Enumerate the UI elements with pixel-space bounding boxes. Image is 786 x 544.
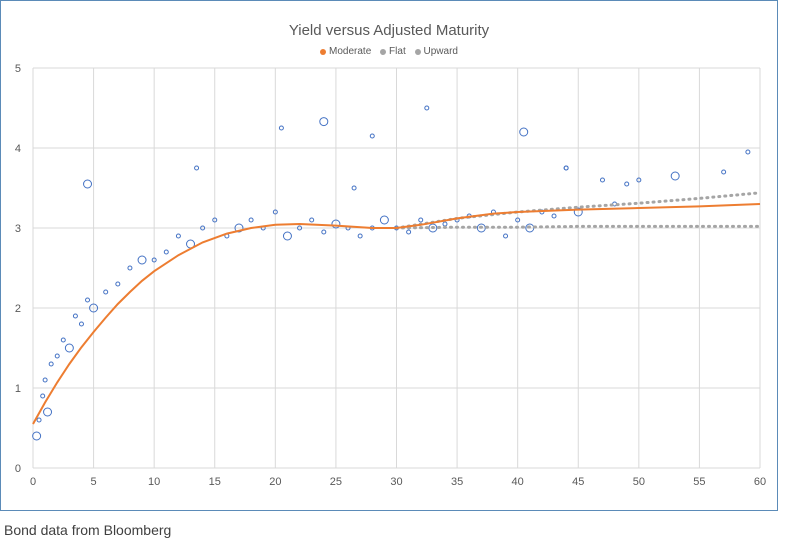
scatter-point: [78, 321, 84, 327]
legend-item-upward: Upward: [414, 46, 458, 57]
scatter-point: [32, 431, 42, 441]
x-tick-label: 10: [148, 476, 160, 488]
scatter-point: [563, 165, 569, 171]
legend-label-flat: Flat: [389, 46, 406, 57]
scatter-point: [234, 223, 244, 233]
scatter-point: [137, 255, 147, 265]
scatter-point: [282, 231, 292, 241]
legend-item-flat: Flat: [380, 46, 406, 57]
scatter-point: [127, 265, 133, 271]
scatter-point: [54, 353, 60, 359]
y-tick-label: 5: [15, 63, 21, 75]
scatter-point: [624, 181, 630, 187]
scatter-point: [503, 233, 509, 239]
scatter-point: [331, 219, 341, 229]
x-tick-label: 30: [390, 476, 402, 488]
scatter-point: [36, 417, 42, 423]
scatter-point: [442, 221, 448, 227]
x-tick-label: 20: [269, 476, 281, 488]
legend-label-upward: Upward: [423, 46, 458, 57]
scatter-point: [319, 117, 329, 127]
y-tick-label: 3: [15, 223, 21, 235]
scatter-point: [636, 177, 642, 183]
scatter-point: [369, 133, 375, 139]
chart-frame: [0, 0, 778, 511]
x-tick-label: 50: [633, 476, 645, 488]
scatter-point: [721, 169, 727, 175]
scatter-point: [278, 125, 284, 131]
scatter-point: [551, 213, 557, 219]
x-tick-label: 0: [30, 476, 36, 488]
scatter-point: [309, 217, 315, 223]
scatter-point: [670, 171, 680, 181]
scatter-point: [175, 233, 181, 239]
series-line-flat: [395, 224, 762, 230]
legend-marker-flat: [380, 48, 387, 55]
scatter-point: [42, 377, 48, 383]
y-tick-label: 0: [15, 463, 21, 475]
x-tick-label: 55: [693, 476, 705, 488]
scatter-point: [745, 149, 751, 155]
scatter-point: [151, 257, 157, 263]
scatter-point: [103, 289, 109, 295]
scatter-point: [406, 229, 412, 235]
scatter-point: [599, 177, 605, 183]
chart-title: Yield versus Adjusted Maturity: [288, 22, 490, 39]
scatter-point: [212, 217, 218, 223]
scatter-point: [64, 343, 74, 353]
scatter-point: [83, 179, 93, 189]
scatter-point: [85, 297, 91, 303]
scatter-point: [89, 303, 99, 313]
x-tick-label: 25: [330, 476, 342, 488]
scatter-point: [321, 229, 327, 235]
scatter-point: [424, 105, 430, 111]
x-tick-label: 5: [91, 476, 97, 488]
scatter-point: [40, 393, 46, 399]
scatter-point: [163, 249, 169, 255]
scatter-point: [200, 225, 206, 231]
scatter-point: [194, 165, 200, 171]
scatter-point: [573, 207, 583, 217]
scatter-point: [297, 225, 303, 231]
x-tick-label: 45: [572, 476, 584, 488]
legend-marker-upward: [414, 48, 421, 55]
scatter-point: [60, 337, 66, 343]
scatter-point: [48, 361, 54, 367]
y-tick-label: 2: [15, 303, 21, 315]
y-tick-label: 4: [15, 143, 21, 155]
legend-label-moderate: Moderate: [329, 46, 372, 57]
scatter-point: [357, 233, 363, 239]
x-tick-label: 40: [512, 476, 524, 488]
scatter-point: [272, 209, 278, 215]
scatter-point: [115, 281, 121, 287]
x-tick-label: 15: [209, 476, 221, 488]
scatter-point: [351, 185, 357, 191]
chart-caption: Bond data from Bloomberg: [4, 522, 172, 538]
chart-legend: Moderate Flat Upward: [0, 46, 778, 58]
series-line-moderate: [32, 203, 761, 425]
scatter-point: [519, 127, 529, 137]
x-tick-label: 35: [451, 476, 463, 488]
legend-item-moderate: Moderate: [320, 46, 371, 57]
scatter-point: [248, 217, 254, 223]
y-tick-label: 1: [15, 383, 21, 395]
legend-marker-moderate: [320, 48, 327, 55]
scatter-point: [515, 217, 521, 223]
x-tick-label: 60: [754, 476, 766, 488]
scatter-point: [43, 407, 53, 417]
scatter-point: [418, 217, 424, 223]
scatter-point: [379, 215, 389, 225]
scatter-point: [72, 313, 78, 319]
